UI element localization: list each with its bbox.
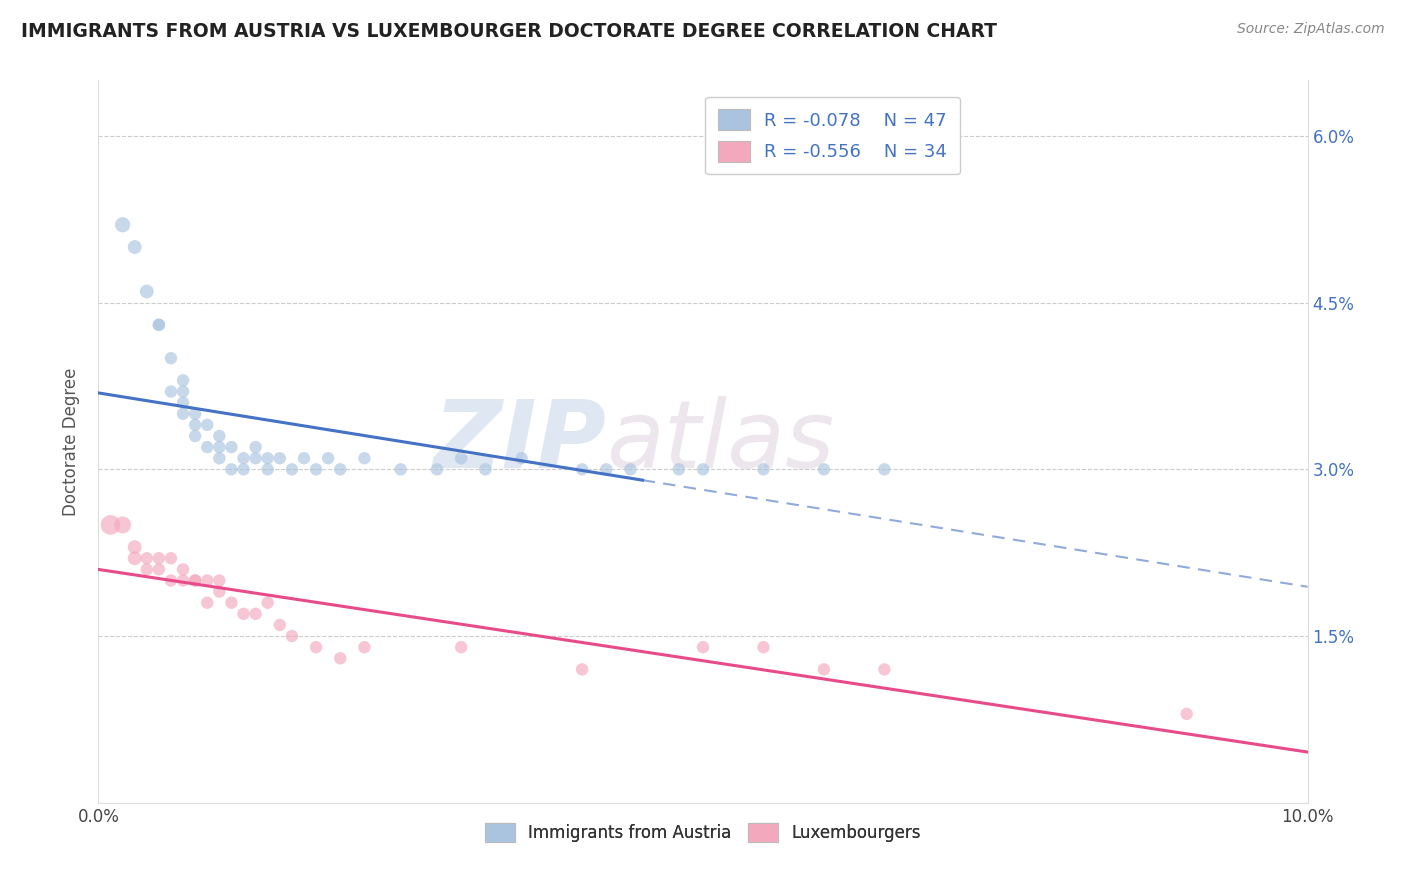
- Point: [571, 662, 593, 676]
- Point: [256, 596, 278, 610]
- Point: [221, 596, 243, 610]
- Point: [269, 451, 291, 466]
- Point: [571, 462, 593, 476]
- Legend: Immigrants from Austria, Luxembourgers: Immigrants from Austria, Luxembourgers: [475, 813, 931, 852]
- Point: [124, 240, 146, 254]
- Point: [148, 318, 170, 332]
- Point: [256, 462, 278, 476]
- Point: [148, 562, 170, 576]
- Y-axis label: Doctorate Degree: Doctorate Degree: [62, 368, 80, 516]
- Point: [124, 540, 146, 554]
- Point: [510, 451, 533, 466]
- Point: [813, 662, 835, 676]
- Point: [281, 462, 304, 476]
- Point: [160, 551, 183, 566]
- Point: [184, 574, 207, 588]
- Point: [752, 462, 775, 476]
- Point: [305, 462, 328, 476]
- Point: [172, 574, 194, 588]
- Point: [245, 451, 267, 466]
- Point: [148, 551, 170, 566]
- Point: [426, 462, 449, 476]
- Point: [208, 574, 231, 588]
- Text: Source: ZipAtlas.com: Source: ZipAtlas.com: [1237, 22, 1385, 37]
- Point: [752, 640, 775, 655]
- Point: [245, 607, 267, 621]
- Point: [256, 451, 278, 466]
- Text: atlas: atlas: [606, 396, 835, 487]
- Point: [450, 451, 472, 466]
- Point: [353, 451, 375, 466]
- Point: [135, 551, 157, 566]
- Point: [184, 407, 207, 421]
- Point: [474, 462, 496, 476]
- Point: [329, 462, 352, 476]
- Point: [692, 462, 714, 476]
- Point: [208, 451, 231, 466]
- Point: [172, 395, 194, 409]
- Point: [135, 562, 157, 576]
- Point: [619, 462, 641, 476]
- Text: IMMIGRANTS FROM AUSTRIA VS LUXEMBOURGER DOCTORATE DEGREE CORRELATION CHART: IMMIGRANTS FROM AUSTRIA VS LUXEMBOURGER …: [21, 22, 997, 41]
- Point: [305, 640, 328, 655]
- Point: [160, 384, 183, 399]
- Point: [195, 574, 218, 588]
- Point: [1175, 706, 1198, 721]
- Point: [281, 629, 304, 643]
- Point: [195, 440, 218, 454]
- Point: [873, 462, 896, 476]
- Point: [184, 417, 207, 432]
- Point: [245, 440, 267, 454]
- Point: [172, 384, 194, 399]
- Point: [208, 584, 231, 599]
- Point: [692, 640, 714, 655]
- Point: [208, 429, 231, 443]
- Point: [208, 440, 231, 454]
- Point: [232, 607, 254, 621]
- Point: [111, 517, 134, 532]
- Point: [221, 440, 243, 454]
- Point: [172, 562, 194, 576]
- Point: [148, 318, 170, 332]
- Point: [316, 451, 339, 466]
- Point: [135, 285, 157, 299]
- Point: [329, 651, 352, 665]
- Point: [100, 517, 122, 532]
- Point: [232, 451, 254, 466]
- Point: [124, 551, 146, 566]
- Point: [172, 373, 194, 387]
- Point: [160, 574, 183, 588]
- Point: [595, 462, 617, 476]
- Text: ZIP: ZIP: [433, 395, 606, 488]
- Point: [353, 640, 375, 655]
- Point: [195, 596, 218, 610]
- Point: [292, 451, 315, 466]
- Point: [873, 662, 896, 676]
- Point: [172, 407, 194, 421]
- Point: [389, 462, 412, 476]
- Point: [195, 417, 218, 432]
- Point: [184, 429, 207, 443]
- Point: [668, 462, 690, 476]
- Point: [232, 462, 254, 476]
- Point: [184, 574, 207, 588]
- Point: [813, 462, 835, 476]
- Point: [269, 618, 291, 632]
- Point: [160, 351, 183, 366]
- Point: [111, 218, 134, 232]
- Point: [450, 640, 472, 655]
- Point: [221, 462, 243, 476]
